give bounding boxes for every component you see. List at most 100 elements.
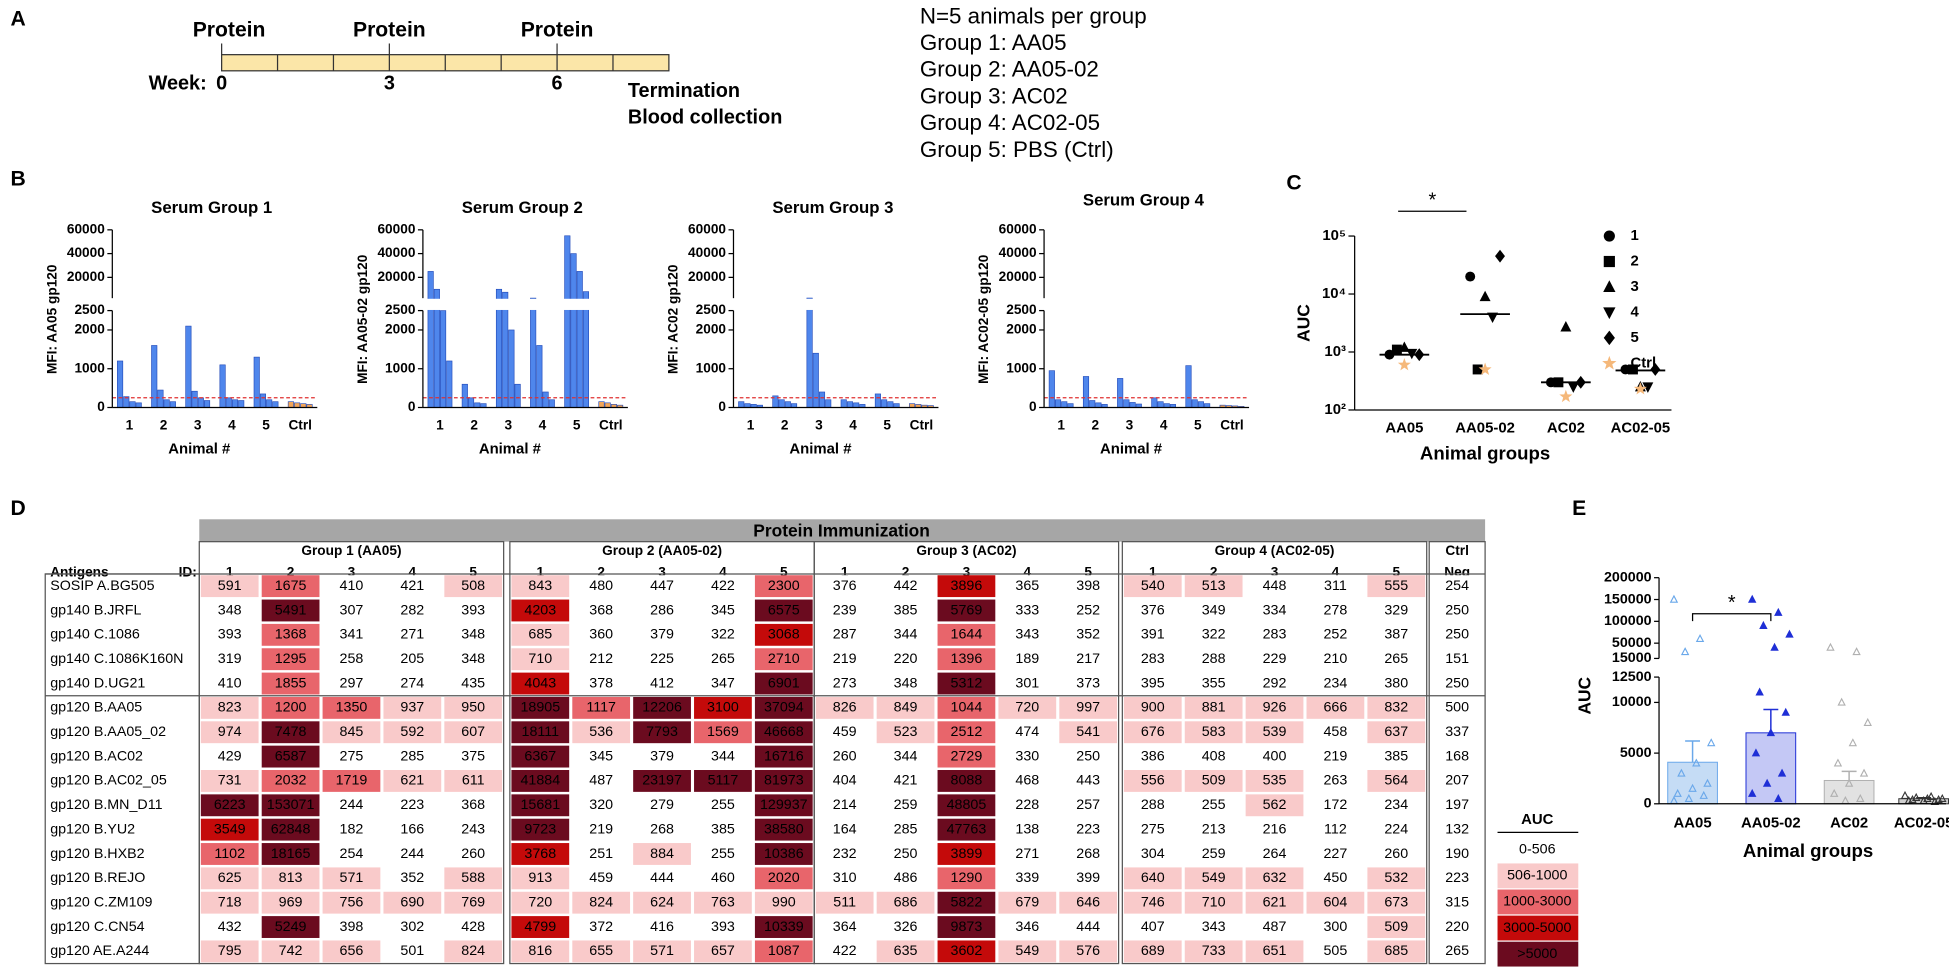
heat-cell — [572, 648, 631, 671]
cell-value: 651 — [1263, 943, 1287, 959]
data-point — [1766, 728, 1776, 737]
legend-label: 1000-3000 — [1503, 894, 1571, 910]
heat-cell — [261, 599, 320, 622]
y-tick-label: 150000 — [1604, 591, 1652, 607]
cell-value: 535 — [1263, 773, 1287, 789]
cell-value: 207 — [1445, 773, 1469, 789]
heat-cell — [815, 867, 874, 890]
x-axis-label: Animal groups — [1420, 443, 1550, 464]
cell-value: 326 — [894, 919, 918, 935]
heat-cell — [383, 818, 442, 841]
heat-cell — [261, 575, 320, 598]
cell-value: 666 — [1323, 700, 1347, 716]
cell-value: 2020 — [768, 870, 800, 886]
bar — [157, 389, 164, 408]
cell-value: 4043 — [524, 675, 556, 691]
cell-value: 742 — [279, 943, 303, 959]
bar — [231, 399, 239, 408]
heat-cell — [633, 770, 691, 792]
heat-cell — [1059, 623, 1118, 646]
cell-value: 292 — [1263, 675, 1287, 691]
cell-value: 769 — [461, 894, 485, 910]
data-point — [1848, 738, 1858, 747]
cell-value: 1117 — [586, 700, 616, 716]
cell-value: 213 — [1202, 821, 1226, 837]
antigen-name: gp140 C.1086 — [50, 627, 140, 643]
cell-value: 849 — [894, 700, 918, 716]
heat-cell — [694, 599, 752, 622]
cell-value: 220 — [1445, 919, 1469, 935]
cell-value: 509 — [1384, 919, 1408, 935]
heat-cell — [572, 696, 631, 719]
antigen-name: gp120 C.CN54 — [50, 919, 144, 935]
cell-value: 250 — [1445, 602, 1469, 618]
heat-cell — [1306, 867, 1365, 890]
heat-cell — [998, 696, 1057, 719]
group-header: Group 4 (AC02-05) — [1215, 543, 1335, 558]
column-id: 2 — [287, 564, 295, 579]
column-id: 5 — [780, 564, 788, 579]
bar — [238, 400, 245, 408]
heat-cell — [633, 696, 691, 719]
heat-cell — [1184, 940, 1243, 963]
cell-value: 826 — [833, 700, 857, 716]
group-border — [1121, 541, 1428, 965]
cell-value: 219 — [833, 651, 857, 667]
cell-value: 1569 — [707, 724, 739, 740]
cell-value: 385 — [894, 602, 918, 618]
y-tick-label: 0 — [97, 399, 105, 414]
legend-label: 1 — [1630, 228, 1638, 244]
heat-cell — [633, 818, 691, 841]
cell-value: 1644 — [951, 627, 983, 643]
cell-value: 307 — [340, 602, 364, 618]
y-axis-label: AUC — [1574, 676, 1594, 714]
cell-value: 234 — [1384, 797, 1408, 813]
cell-value: 607 — [461, 724, 485, 740]
y-tick-label: 40000 — [688, 245, 726, 260]
heat-cell — [1059, 770, 1118, 792]
heat-cell — [1306, 648, 1365, 671]
heat-cell — [937, 696, 996, 719]
cell-value: 3896 — [951, 578, 983, 594]
heat-cell — [261, 916, 320, 938]
heat-cell — [876, 599, 935, 622]
antigen-name: gp120 AE.A244 — [50, 943, 149, 959]
heat-cell — [937, 794, 996, 817]
legend-label: 3000-5000 — [1503, 920, 1571, 936]
heat-cell — [1184, 818, 1243, 841]
cell-value: 391 — [1141, 627, 1165, 643]
heat-cell — [815, 794, 874, 817]
heat-cell — [694, 916, 752, 938]
heat-cell — [1059, 721, 1118, 744]
y-tick-label: 60000 — [377, 221, 415, 236]
y-tick-label: 12500 — [1612, 669, 1652, 685]
heat-cell — [1306, 940, 1365, 963]
heat-cell — [383, 575, 442, 598]
cell-value: 287 — [833, 627, 857, 643]
cell-value: 220 — [894, 651, 918, 667]
cell-value: 720 — [528, 894, 552, 910]
heat-cell — [572, 818, 631, 841]
heat-cell — [200, 794, 259, 817]
x-tick-label: AC02 — [1547, 421, 1585, 437]
cell-value: 422 — [833, 943, 857, 959]
heat-cell — [876, 843, 935, 865]
cell-value: 588 — [461, 870, 485, 886]
cell-value: 172 — [1323, 797, 1347, 813]
x-axis-label: Animal # — [479, 442, 542, 458]
cell-value: 5769 — [951, 602, 983, 618]
heat-cell — [815, 745, 874, 768]
cell-value: 1350 — [336, 700, 368, 716]
cell-value: 487 — [589, 773, 613, 789]
cell-value: 387 — [1384, 627, 1408, 643]
column-id: 4 — [409, 564, 417, 579]
data-point — [1707, 738, 1716, 747]
heat-cell — [694, 770, 752, 792]
heat-cell — [815, 891, 874, 914]
cell-value: 474 — [1015, 724, 1039, 740]
heat-cell — [1367, 623, 1426, 646]
heat-cell — [1367, 867, 1426, 890]
cell-value: 368 — [461, 797, 485, 813]
y-axis-label: MFI: AA05 gp120 — [44, 264, 59, 374]
heat-cell — [754, 575, 813, 598]
